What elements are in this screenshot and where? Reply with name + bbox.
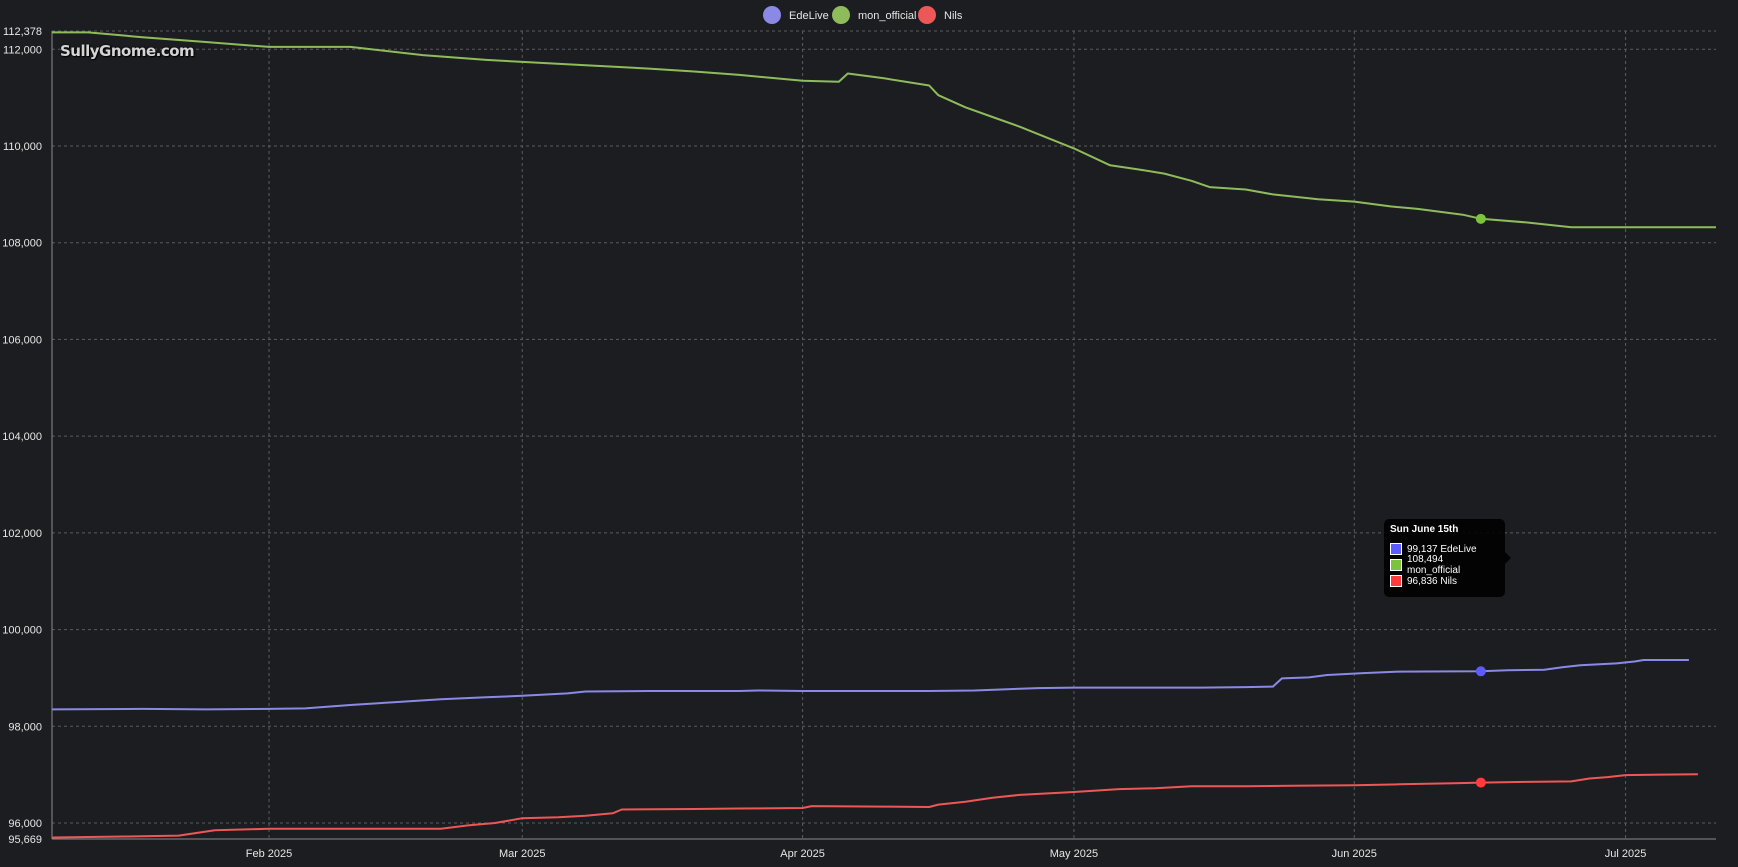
- y-tick-label: 98,000: [8, 721, 42, 733]
- tooltip-row-mon-official: 108,494 mon_official: [1390, 554, 1499, 576]
- tooltip-swatch-edelive: [1390, 543, 1402, 555]
- series-line-mon-official[interactable]: [52, 31, 1716, 229]
- legend-marker-edelive[interactable]: [763, 6, 781, 24]
- series-line-nils[interactable]: [51, 773, 1698, 839]
- x-tick-label: Feb 2025: [246, 848, 292, 860]
- watermark: SullyGnome.com: [60, 42, 195, 60]
- tooltip-value-edelive: 99,137 EdeLive: [1407, 543, 1477, 555]
- y-tick-label: 112,378: [3, 26, 42, 38]
- x-tick-label: May 2025: [1050, 848, 1098, 860]
- y-tick-label: 100,000: [2, 625, 42, 637]
- legend-label-nils[interactable]: Nils: [944, 10, 963, 22]
- tooltip-value-mon-official: 108,494 mon_official: [1406, 554, 1461, 576]
- y-tick-label: 102,000: [2, 528, 42, 540]
- legend-marker-nils[interactable]: [918, 6, 936, 24]
- x-tick-label: Mar 2025: [499, 848, 545, 860]
- tooltip-title: Sun June 15th: [1390, 524, 1459, 535]
- y-tick-label: 104,000: [2, 431, 42, 443]
- y-tick-label: 96,000: [8, 818, 42, 830]
- series-line-edelive[interactable]: [51, 659, 1689, 711]
- tooltip-row-nils: 96,836 Nils: [1390, 573, 1499, 589]
- y-tick-label: 112,000: [3, 44, 42, 56]
- tooltip: Sun June 15th 99,137 EdeLive 108,494 mon…: [1384, 519, 1511, 597]
- highlight-point-nils[interactable]: [1475, 777, 1486, 788]
- y-tick-label: 95,669: [8, 834, 42, 846]
- highlight-point-edelive[interactable]: [1475, 666, 1486, 677]
- tooltip-swatch-mon-official: [1390, 559, 1402, 571]
- tooltip-value-nils: 96,836 Nils: [1407, 575, 1458, 587]
- tooltip-swatch-nils: [1390, 575, 1402, 587]
- x-tick-label: Apr 2025: [780, 848, 825, 860]
- highlight-point-mon-official[interactable]: [1475, 213, 1486, 224]
- legend-label-mon-official[interactable]: mon_official: [858, 10, 917, 22]
- legend-marker-mon-official[interactable]: [832, 6, 850, 24]
- x-tick-label: Jul 2025: [1605, 848, 1647, 860]
- y-tick-label: 108,000: [2, 238, 42, 250]
- legend-label-edelive[interactable]: EdeLive: [789, 10, 829, 22]
- y-tick-label: 110,000: [3, 141, 42, 153]
- tooltip-row-edelive: 99,137 EdeLive: [1390, 541, 1499, 557]
- x-tick-label: Jun 2025: [1332, 848, 1377, 860]
- y-tick-label: 106,000: [2, 334, 42, 346]
